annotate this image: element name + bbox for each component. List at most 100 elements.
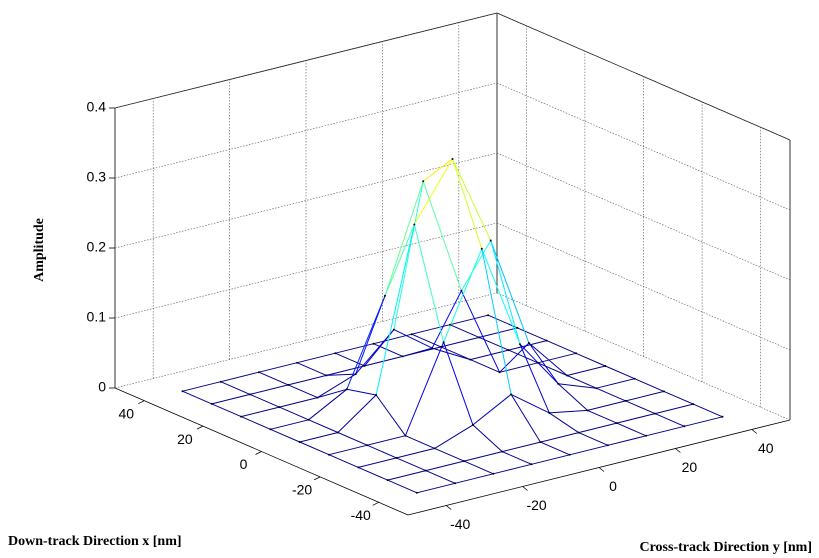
surface-vertex xyxy=(366,444,368,446)
surface-edge xyxy=(464,461,493,474)
surface-edge xyxy=(435,425,473,449)
surface-vertex xyxy=(454,482,456,484)
surface-edge xyxy=(250,385,288,395)
surface-edge xyxy=(558,384,587,411)
surface-edge xyxy=(432,348,470,360)
y-tick-label: -40 xyxy=(450,516,470,532)
y-tick-label: 0 xyxy=(609,478,617,494)
surface-edge xyxy=(297,363,326,376)
surface-edge xyxy=(455,474,493,484)
surface-vertex xyxy=(396,457,398,459)
surface-edge xyxy=(403,348,432,356)
surface-vertex xyxy=(566,375,568,377)
surface-vertex xyxy=(722,416,724,418)
surface-edge xyxy=(388,480,417,493)
surface-vertex xyxy=(373,343,375,345)
surface-edge xyxy=(605,366,634,379)
surface-edge xyxy=(502,452,531,465)
surface-vertex xyxy=(460,290,462,292)
surface-edge xyxy=(367,436,405,446)
surface-vertex xyxy=(546,340,548,342)
surface-vertex xyxy=(519,343,521,345)
surface-edge xyxy=(608,436,646,446)
surface-edge xyxy=(335,353,364,366)
surface-vertex xyxy=(452,158,454,160)
tick-mark xyxy=(599,468,604,472)
surface-edge xyxy=(540,433,578,443)
surface-edge xyxy=(576,353,605,366)
surface-edge xyxy=(617,414,655,424)
x-tick-label: -20 xyxy=(292,482,312,498)
tick-mark xyxy=(138,401,144,404)
surface-vertex xyxy=(539,441,541,443)
surface-vertex xyxy=(402,355,404,357)
z-tick-label: 0.3 xyxy=(87,169,107,185)
surface-edge xyxy=(241,417,270,430)
surface-vertex xyxy=(492,473,494,475)
surface-edge xyxy=(655,404,693,414)
surface-edge xyxy=(318,374,356,398)
surface-vertex xyxy=(531,463,533,465)
surface-vertex xyxy=(663,390,665,392)
surface-edge xyxy=(538,353,576,363)
surface-vertex xyxy=(249,393,251,395)
surface-vertex xyxy=(278,406,280,408)
surface-edge xyxy=(482,249,520,345)
surface-edge xyxy=(279,398,317,408)
surface-vertex xyxy=(654,413,656,415)
surface-edge xyxy=(388,471,426,481)
x-tick-label: -40 xyxy=(351,507,371,523)
surface-edge xyxy=(450,325,479,338)
surface-vertex xyxy=(578,432,580,434)
surface-edge xyxy=(635,379,664,392)
surface-vertex xyxy=(478,336,480,338)
surface-edge xyxy=(412,325,450,335)
tick-mark xyxy=(197,426,203,429)
surface-edge xyxy=(358,467,387,480)
chart: Down-track Direction x [nm] Cross-track … xyxy=(0,0,819,558)
surface-vertex xyxy=(595,387,597,389)
surface-edge xyxy=(493,464,531,474)
surface-edge xyxy=(664,391,693,404)
surface-vertex xyxy=(569,454,571,456)
surface-edge xyxy=(397,448,435,458)
surface-edge xyxy=(347,389,376,395)
surface-vertex xyxy=(548,412,550,414)
surface-edge xyxy=(270,420,308,430)
surface-edge xyxy=(212,394,250,404)
surface-vertex xyxy=(425,470,427,472)
surface-vertex xyxy=(472,424,474,426)
surface-edge xyxy=(183,391,212,404)
x-axis-title: Down-track Direction x [nm] xyxy=(8,534,182,549)
surface-edge xyxy=(693,404,722,417)
surface-edge xyxy=(376,395,405,436)
surface-vertex xyxy=(384,295,386,297)
surface-edge xyxy=(241,407,279,417)
surface-edge xyxy=(426,461,464,471)
surface-vertex xyxy=(411,333,413,335)
surface-vertex xyxy=(645,435,647,437)
surface-edge xyxy=(405,436,434,449)
y-axis-title: Cross-track Direction y [nm] xyxy=(639,540,812,555)
surface-edge xyxy=(491,241,529,344)
surface-edge xyxy=(520,344,549,413)
surface-vertex xyxy=(537,362,539,364)
x-tick-label: 0 xyxy=(240,456,248,472)
surface-vertex xyxy=(287,384,289,386)
surface-vertex xyxy=(516,327,518,329)
surface-edge xyxy=(520,344,558,384)
surface-edge xyxy=(579,433,608,446)
surface-vertex xyxy=(393,329,395,331)
surface-vertex xyxy=(308,419,310,421)
surface-edge xyxy=(461,291,499,373)
z-tick-label: 0.4 xyxy=(87,99,107,115)
surface-vertex xyxy=(182,390,184,392)
y-tick-label: 20 xyxy=(682,459,698,475)
surface-vertex xyxy=(269,428,271,430)
surface-vertex xyxy=(625,400,627,402)
surface-vertex xyxy=(416,492,418,494)
surface-vertex xyxy=(692,403,694,405)
surface-vertex xyxy=(499,371,501,373)
surface-vertex xyxy=(211,403,213,405)
surface-vertex xyxy=(337,432,339,434)
